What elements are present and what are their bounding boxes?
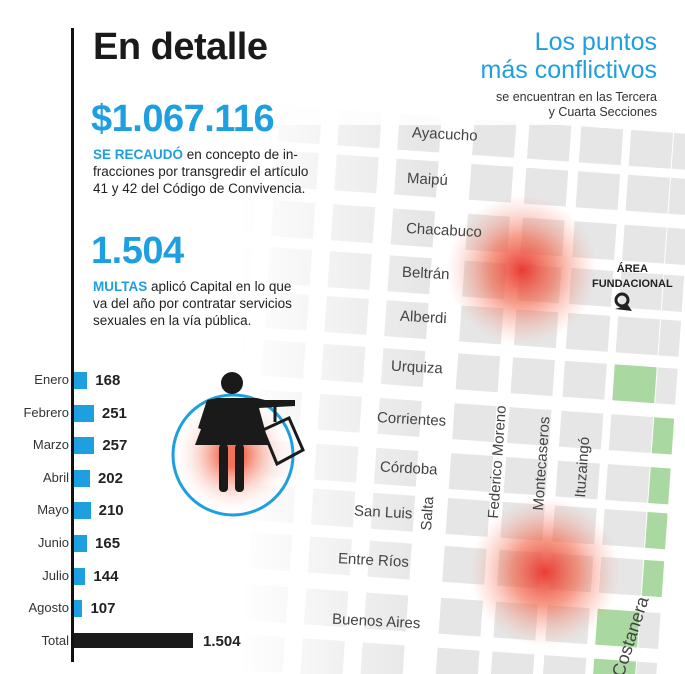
bar-value-label: 168: [95, 372, 121, 389]
bar-value-label: 165: [95, 535, 121, 552]
bar: [74, 502, 91, 520]
bar: [74, 600, 83, 618]
divider-line: [71, 28, 74, 662]
bar: [74, 535, 88, 552]
street-label: Alberdi: [399, 307, 448, 328]
bar-label: Abril: [42, 469, 69, 485]
fines-lead: MULTAS: [93, 279, 148, 294]
map-subtitle-line: se encuentran en las Tercera: [496, 90, 657, 104]
area-fundacional-label: ÁREA FUNDACIONAL: [592, 262, 673, 292]
bar-value-label: 1.504: [203, 633, 241, 650]
bar-value-label: 257: [102, 437, 128, 455]
amount-lead: SE RECAUDÓ: [93, 147, 184, 162]
bar-label: Febrero: [23, 404, 69, 420]
map-subtitle-line: y Cuarta Secciones: [548, 105, 657, 119]
hotspot-icon: [447, 195, 597, 345]
area-label-line: ÁREA: [616, 263, 648, 275]
bar-value-label: 107: [90, 600, 116, 618]
bar-value-label: 202: [97, 469, 123, 487]
bar: [74, 437, 95, 455]
bar-value-label: 210: [98, 502, 124, 520]
bar: [74, 372, 88, 389]
page-title: En detalle: [93, 26, 268, 68]
street-label: Maipú: [406, 169, 449, 190]
area-label-line: FUNDACIONAL: [592, 278, 673, 290]
street-label: Ayacucho: [411, 124, 479, 145]
street-label: Entre Ríos: [337, 550, 410, 571]
fines-text: aplicó Capital en lo que va del año por …: [93, 279, 292, 328]
bar-value-label: 144: [93, 567, 119, 585]
fines-description: MULTAS aplicó Capital en lo que va del a…: [93, 278, 308, 329]
street-label: Córdoba: [379, 458, 438, 479]
street-label: Beltrán: [401, 263, 450, 284]
bar: [74, 567, 86, 585]
bar-label: Mayo: [37, 502, 69, 518]
bar-label: Marzo: [32, 437, 69, 453]
street-label: Salta: [418, 495, 438, 532]
bar-value-label: 251: [101, 404, 127, 422]
amount-text: en concepto de in-fracciones por transgr…: [93, 147, 309, 196]
woman-figure-icon: [195, 372, 305, 492]
bar-label: Junio: [37, 535, 69, 550]
total-bar: [74, 633, 193, 648]
map-subtitle: se encuentran en las Tercera y Cuarta Se…: [496, 90, 657, 120]
amount-description: SE RECAUDÓ en concepto de in-fracciones …: [93, 146, 323, 197]
bar-label: Agosto: [28, 600, 69, 616]
street-label: Corrientes: [376, 409, 447, 430]
map-title-line: Los puntos: [534, 28, 657, 56]
hotspot-icon: [470, 497, 620, 647]
bar: [74, 469, 90, 487]
fines-figure: 1.504: [91, 230, 184, 272]
bar-label: Enero: [34, 372, 69, 387]
street-label: San Luis: [353, 502, 413, 523]
map-title: Los puntos más conflictivos: [481, 28, 657, 84]
bar: [74, 404, 94, 422]
area-fundacional-icon: [614, 292, 632, 311]
street-label: Urquiza: [390, 357, 444, 378]
bar-label: Total: [41, 633, 69, 648]
bar-label: Julio: [42, 567, 69, 583]
amount-figure: $1.067.116: [91, 98, 275, 140]
map-title-line: más conflictivos: [480, 56, 657, 84]
